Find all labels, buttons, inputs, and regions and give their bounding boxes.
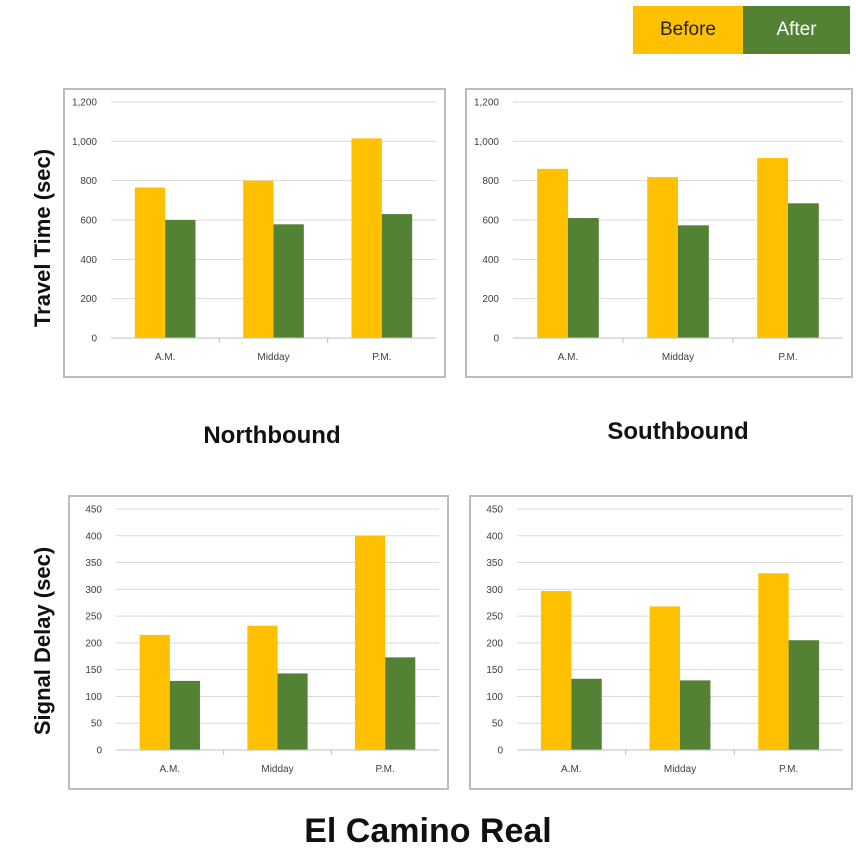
y-tick-label: 200 <box>80 294 97 305</box>
y-tick-label: 200 <box>486 638 503 649</box>
x-tick-label: A.M. <box>561 764 582 775</box>
y-tick-label: 0 <box>493 334 499 345</box>
y-tick-label: 400 <box>482 255 499 266</box>
signal-delay-axis-label: Signal Delay (sec) <box>30 546 55 736</box>
y-tick-label: 250 <box>486 612 503 623</box>
x-tick-label: P.M. <box>372 352 391 363</box>
y-tick-label: 300 <box>85 585 102 596</box>
x-tick-label: P.M. <box>778 352 797 363</box>
southbound-label: Southbound <box>607 418 749 445</box>
x-tick-label: Midday <box>664 764 696 775</box>
bar-before-midday <box>243 180 274 338</box>
bar-after-am <box>568 218 599 338</box>
page-title: El Camino Real <box>304 812 552 850</box>
bar-after-midday <box>277 673 308 750</box>
y-tick-label: 200 <box>482 294 499 305</box>
bar-after-am <box>571 678 602 750</box>
y-tick-label: 350 <box>85 558 102 569</box>
y-tick-label: 400 <box>85 531 102 542</box>
bar-before-am <box>540 590 572 750</box>
signal-delay-northbound-chart: 0 50 100 150 200 250 300 350 400 450 A.M. Midday P.M… <box>68 495 449 790</box>
bar-before-am <box>134 187 166 338</box>
travel-time-southbound-chart: 0 200 400 600 800 1,000 1,200 A.M. Midday P.M. <box>465 88 853 378</box>
y-tick-label: 450 <box>85 505 102 516</box>
bar-after-am <box>165 220 196 338</box>
legend-after-label: After <box>776 19 817 40</box>
y-tick-label: 0 <box>91 334 97 345</box>
bar-before-midday <box>647 177 678 338</box>
bar-after-midday <box>680 680 711 750</box>
bar-before-pm <box>757 158 788 338</box>
y-tick-label: 800 <box>80 176 97 187</box>
y-tick-label: 400 <box>80 255 97 266</box>
y-tick-label: 400 <box>486 531 503 542</box>
y-tick-label: 300 <box>486 585 503 596</box>
bar-after-pm <box>788 203 819 338</box>
legend-after: After <box>743 6 850 54</box>
y-tick-label: 100 <box>85 692 102 703</box>
bar-before-pm <box>355 535 386 750</box>
y-tick-label: 250 <box>85 612 102 623</box>
chart-svg: 0 200 400 600 800 1,000 1,200 A.M. Midday P.M. <box>465 88 853 378</box>
bar-after-am <box>169 680 200 750</box>
x-tick-label: P.M. <box>779 764 798 775</box>
y-tick-label: 600 <box>482 216 499 227</box>
bar-before-am <box>537 168 568 338</box>
x-tick-label: A.M. <box>558 352 579 363</box>
chart-svg: 0 50 100 150 200 250 300 350 400 450 A.M. Midday P.M… <box>469 495 853 790</box>
bar-after-midday <box>678 225 709 338</box>
bar-after-pm <box>381 214 413 338</box>
bar-before-midday <box>649 606 680 750</box>
signal-delay-southbound-chart: 0 50 100 150 200 250 300 350 400 450 A.M. Midday P.M… <box>469 495 853 790</box>
y-tick-label: 200 <box>85 638 102 649</box>
bar-before-pm <box>351 138 382 338</box>
y-tick-label: 1,200 <box>72 98 97 109</box>
bar-before-am <box>139 634 170 750</box>
chart-svg: 0 50 100 150 200 250 300 350 400 450 A.M. Midday P.M… <box>68 495 449 790</box>
y-tick-label: 0 <box>497 746 503 757</box>
chart-svg: 0 200 400 600 800 1,000 1,200 A.M. Midday P.M. <box>63 88 446 378</box>
y-tick-label: 1,000 <box>72 137 97 148</box>
y-tick-label: 1,200 <box>474 98 499 109</box>
y-tick-label: 100 <box>486 692 503 703</box>
travel-time-northbound-chart: 0 200 400 600 800 1,000 1,200 A.M. Midday P.M. <box>63 88 446 378</box>
y-tick-label: 600 <box>80 216 97 227</box>
bar-after-pm <box>788 640 820 750</box>
x-tick-label: A.M. <box>160 764 181 775</box>
y-tick-label: 50 <box>91 719 103 730</box>
y-tick-label: 350 <box>486 558 503 569</box>
x-tick-label: Midday <box>257 352 289 363</box>
bar-after-midday <box>273 224 304 338</box>
y-tick-label: 50 <box>492 719 504 730</box>
bar-before-midday <box>247 625 278 750</box>
travel-time-axis-label: Travel Time (sec) <box>30 148 55 328</box>
x-tick-label: Midday <box>662 352 694 363</box>
bar-after-pm <box>385 657 416 750</box>
x-tick-label: P.M. <box>376 764 395 775</box>
legend-before-label: Before <box>660 19 716 40</box>
northbound-label: Northbound <box>203 422 341 449</box>
y-tick-label: 150 <box>85 665 102 676</box>
bar-before-pm <box>758 573 789 750</box>
x-tick-label: A.M. <box>155 352 176 363</box>
y-tick-label: 0 <box>96 746 102 757</box>
y-tick-label: 450 <box>486 505 503 516</box>
legend-before: Before <box>633 6 743 54</box>
y-tick-label: 1,000 <box>474 137 499 148</box>
y-tick-label: 800 <box>482 176 499 187</box>
x-tick-label: Midday <box>261 764 293 775</box>
y-tick-label: 150 <box>486 665 503 676</box>
